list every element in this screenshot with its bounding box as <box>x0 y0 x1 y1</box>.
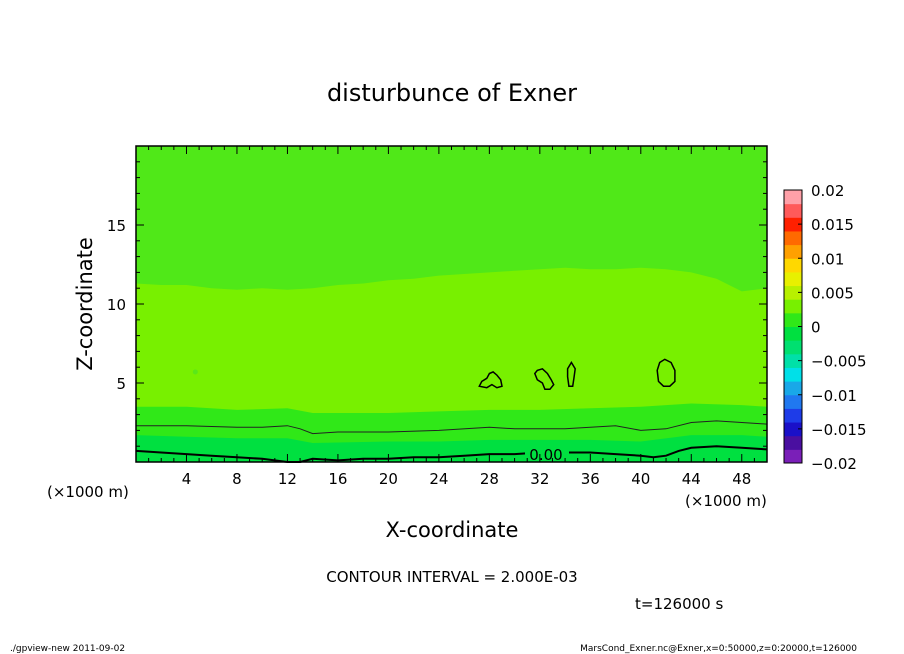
x-tick-label: 16 <box>328 470 347 488</box>
colorbar-tick-label: 0.02 <box>811 182 844 200</box>
colorbar-swatch <box>784 258 802 273</box>
colorbar-swatch <box>784 217 802 232</box>
x-units-right: (×1000 m) <box>685 492 767 510</box>
colorbar-swatch <box>784 285 802 300</box>
closed-contour <box>533 367 555 391</box>
colorbar-swatch <box>784 435 802 450</box>
x-tick-label: 32 <box>530 470 549 488</box>
colorbar-tick-label: −0.015 <box>811 421 867 439</box>
contour-line-upper <box>136 420 768 435</box>
colorbar-tick-label: 0.005 <box>811 284 854 302</box>
fill-band-3 <box>136 435 767 462</box>
footer-left: ./gpview-new 2011-09-02 <box>10 644 125 654</box>
colorbar-swatch <box>784 449 802 464</box>
x-tick-label: 12 <box>278 470 297 488</box>
x-axis-label: X-coordinate <box>386 518 519 542</box>
colorbar-tick-label: 0 <box>811 319 821 337</box>
colorbar-tick-label: −0.005 <box>811 353 867 371</box>
colorbar-swatch <box>784 367 802 382</box>
plot-area: 0.00 <box>135 145 768 464</box>
colorbar-swatch <box>784 203 802 218</box>
closed-contour <box>478 371 503 389</box>
colorbar-tick-label: 0.015 <box>811 216 854 234</box>
colorbar-swatch <box>784 244 802 259</box>
colorbar-swatch <box>784 353 802 368</box>
colorbar-swatch <box>784 408 802 423</box>
contour-line-zero <box>135 445 768 463</box>
colorbar-swatch <box>784 422 802 437</box>
colorbar-swatch <box>784 381 802 396</box>
colorbar-tick-label: 0.01 <box>811 250 844 268</box>
x-tick-label: 20 <box>379 470 398 488</box>
x-tick-label: 28 <box>480 470 499 488</box>
x-tick-label: 36 <box>581 470 600 488</box>
colorbar-swatch <box>784 230 802 246</box>
colorbar <box>784 190 802 464</box>
closed-contour <box>566 361 576 387</box>
x-tick-label: 24 <box>429 470 448 488</box>
closed-contour <box>656 358 676 387</box>
x-units-left: (×1000 m) <box>47 483 129 501</box>
colorbar-tick-label: −0.02 <box>811 455 857 473</box>
x-tick-label: 8 <box>232 470 242 488</box>
colorbar-ticks: 0.02 0.015 0.01 0.005 0 −0.005 −0.01 −0.015 −0.0… <box>798 182 867 473</box>
colorbar-swatch <box>784 190 802 205</box>
x-tick-label: 48 <box>732 470 751 488</box>
colorbar-swatch <box>784 299 802 314</box>
colorbar-tick-label: −0.01 <box>811 387 857 405</box>
contour-interval-text: CONTOUR INTERVAL = 2.000E-03 <box>326 568 577 586</box>
time-text: t=126000 s <box>635 595 723 613</box>
y-tick-label: 5 <box>116 375 126 393</box>
y-tick-label: 10 <box>107 296 126 314</box>
colorbar-swatch <box>784 271 802 287</box>
contour-label: 0.00 <box>529 446 562 464</box>
footer-right: MarsCond_Exner.nc@Exner,x=0:50000,z=0:20… <box>580 644 857 654</box>
colorbar-swatch <box>784 312 802 327</box>
colorbar-swatch <box>784 340 802 355</box>
colorbar-swatch <box>784 326 802 341</box>
small-contour-dot <box>192 369 198 375</box>
y-tick-label: 15 <box>107 217 126 235</box>
contour-label-bg <box>525 445 569 461</box>
x-tick-label: 4 <box>182 470 192 488</box>
closed-contours <box>478 358 676 391</box>
x-tick-label: 40 <box>631 470 650 488</box>
y-axis-ticks: 5 10 15 <box>107 161 767 447</box>
y-axis-label: Z-coordinate <box>73 237 97 371</box>
x-tick-label: 44 <box>682 470 701 488</box>
chart-title: disturbunce of Exner <box>327 79 577 107</box>
x-axis-ticks: 4 8 12 16 20 24 28 32 36 40 44 48 <box>148 146 755 488</box>
colorbar-swatch <box>784 394 802 409</box>
